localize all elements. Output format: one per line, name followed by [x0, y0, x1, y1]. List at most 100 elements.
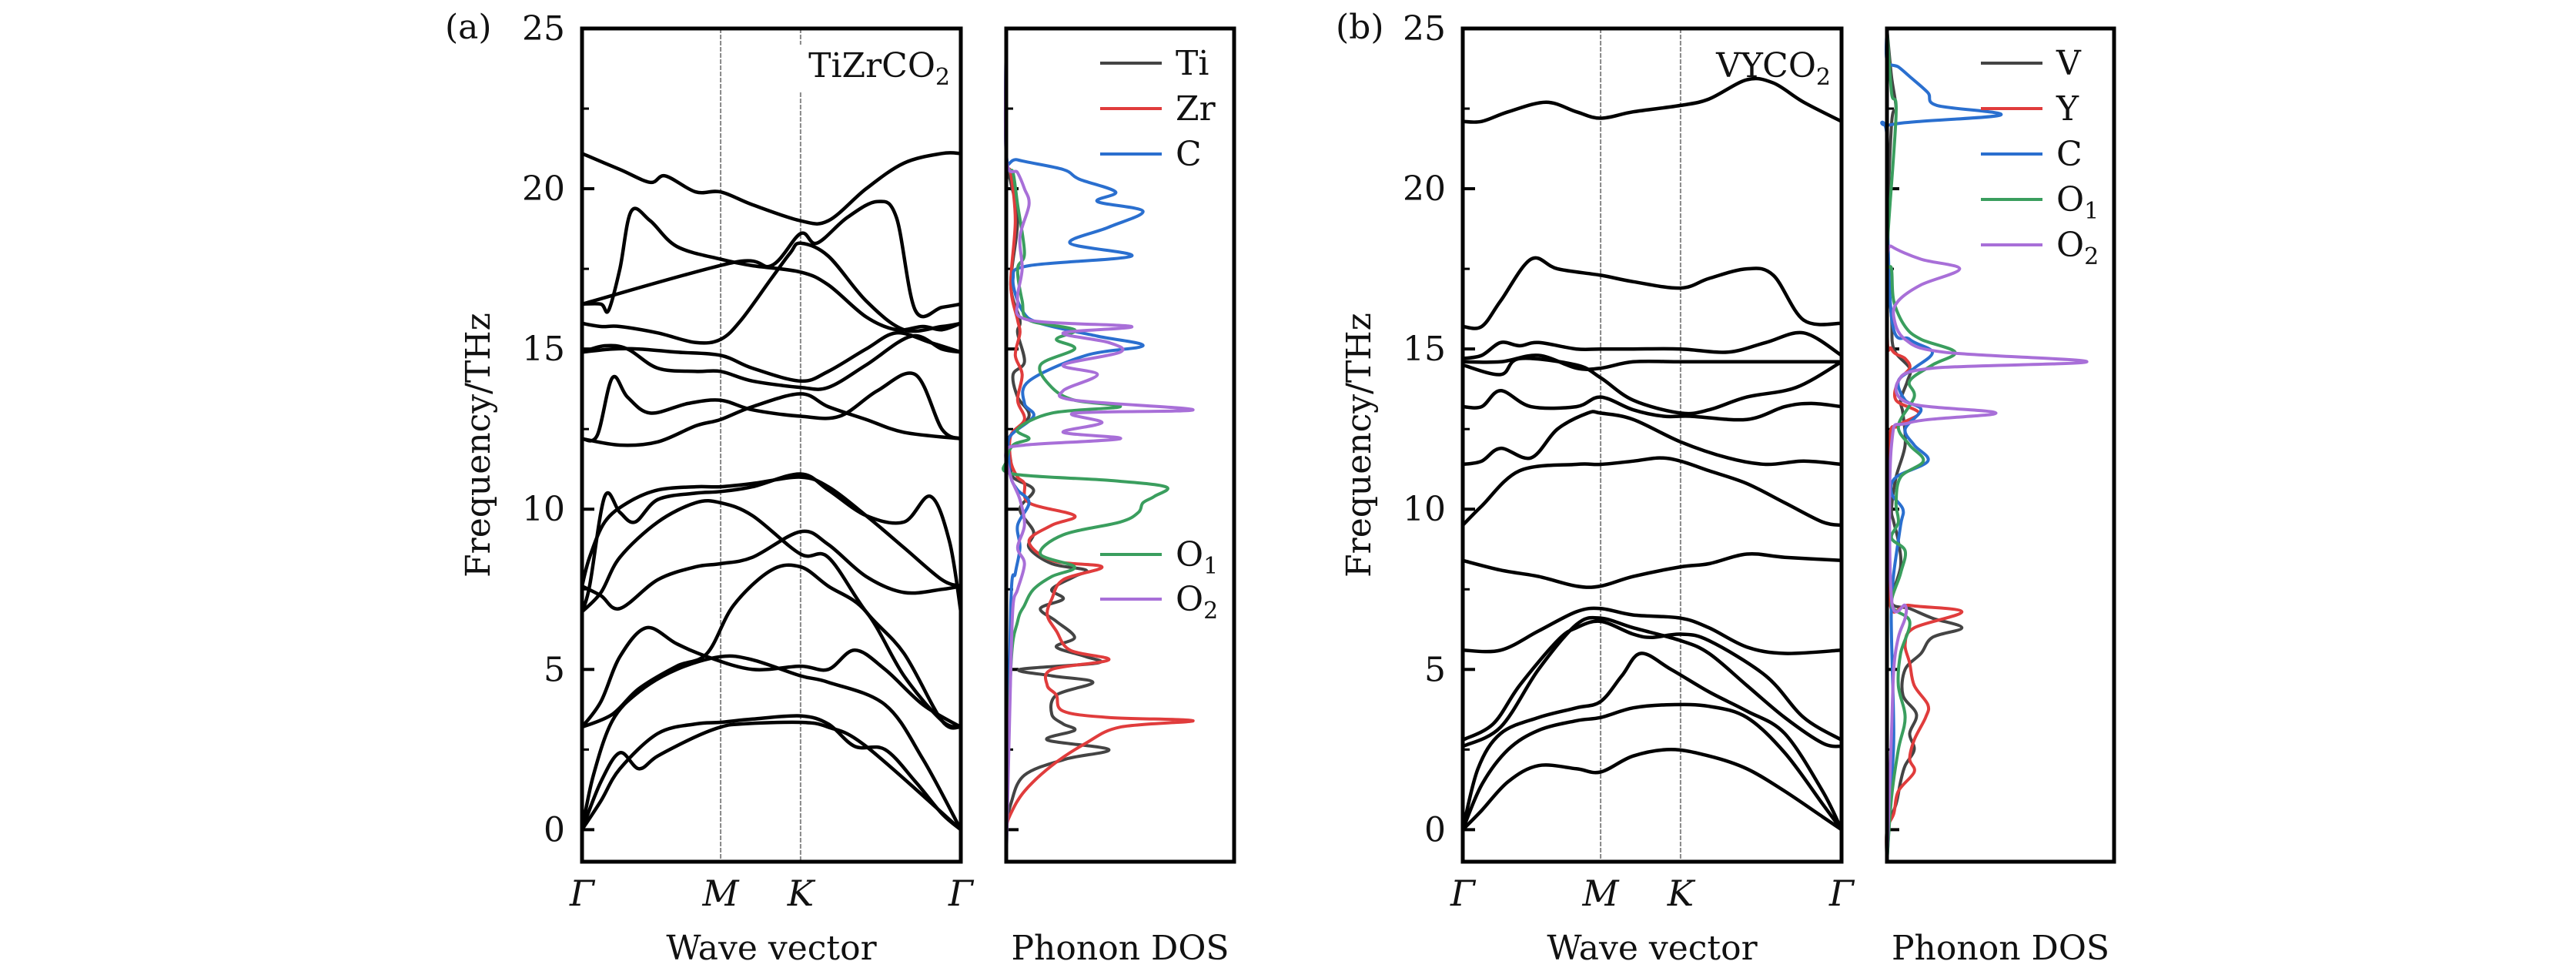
k-label-M: M	[1582, 872, 1621, 914]
band-11	[581, 333, 962, 391]
y-tick-label: 10	[522, 490, 565, 529]
band-1	[1460, 702, 1843, 831]
band-0	[580, 714, 962, 832]
band-13	[1462, 256, 1842, 330]
band-9	[581, 392, 962, 447]
legend-label: O1	[2056, 180, 2099, 225]
band-8	[580, 475, 962, 588]
band-12	[1462, 330, 1843, 360]
band-0	[1461, 748, 1843, 832]
band-2	[580, 654, 962, 831]
band-14	[1462, 76, 1843, 124]
legend-item-O2: O2	[1981, 226, 2099, 270]
y-tick-label: 5	[1424, 650, 1446, 689]
x-axis-label: Wave vector	[1547, 929, 1758, 968]
k-label-Γ: Γ	[1450, 872, 1477, 914]
band-1	[580, 720, 962, 832]
band-7	[1461, 456, 1842, 528]
dos-plot-frame	[1885, 26, 2116, 864]
compound-title: VYCO2	[1715, 46, 1831, 91]
legend-item-V: V	[1981, 44, 2082, 83]
legend-item-C: C	[1981, 135, 2083, 174]
dos-curve-Zr	[1004, 28, 1195, 862]
band-15	[581, 199, 962, 319]
band-4	[580, 625, 962, 729]
x-axis-label: Wave vector	[666, 929, 877, 968]
legend-label: Ti	[1176, 44, 1209, 83]
band-12	[581, 331, 962, 383]
k-label-Γ: Γ	[948, 872, 975, 914]
y-tick-label: 15	[1403, 330, 1446, 369]
legend-item-C: C	[1100, 135, 1202, 174]
band-3	[1461, 619, 1843, 742]
y-tick-label: 15	[522, 330, 565, 369]
legend-label: C	[2056, 135, 2083, 174]
compound-title: TiZrCO2	[808, 46, 950, 91]
legend-item-O2: O2	[1100, 580, 1218, 625]
y-tick-label: 0	[544, 810, 565, 849]
panel-label: (b)	[1336, 8, 1384, 47]
band-curves	[1460, 76, 1844, 832]
legend-item-O1: O1	[1981, 180, 2099, 225]
band-5	[1462, 606, 1842, 655]
legend-label: O2	[2056, 226, 2099, 270]
dos-curve-O1	[1002, 28, 1169, 862]
dos-curve-O2	[1003, 28, 1195, 862]
panel-label: (a)	[445, 8, 492, 47]
y-tick-label: 25	[522, 9, 565, 49]
legend-item-Y: Y	[1981, 89, 2079, 129]
band-curves	[580, 151, 963, 832]
y-tick-label: 10	[1403, 490, 1446, 529]
y-tick-label: 25	[1403, 9, 1446, 49]
band-7	[580, 472, 963, 613]
legend-label: V	[2056, 44, 2082, 83]
dos-curve-O2	[1885, 28, 2089, 862]
dos-curves	[1880, 28, 2089, 862]
dos-axis-label: Phonon DOS	[1892, 929, 2109, 968]
band-11	[1462, 353, 1842, 371]
k-label-K: K	[787, 872, 816, 914]
band-13	[581, 241, 962, 345]
band-14	[581, 206, 962, 332]
legend-label: O1	[1176, 535, 1218, 580]
dos-curves	[1002, 28, 1195, 862]
band-6	[1462, 551, 1842, 589]
y-axis-label: Frequency/THz	[459, 313, 498, 578]
legend-label: Zr	[1176, 89, 1216, 129]
legend-label: O2	[1176, 580, 1218, 625]
dos-curve-V	[1885, 28, 1964, 862]
k-label-K: K	[1667, 872, 1696, 914]
y-tick-label: 20	[1403, 169, 1446, 209]
k-label-Γ: Γ	[1828, 872, 1855, 914]
legend-item-Zr: Zr	[1100, 89, 1216, 129]
dos-axis-label: Phonon DOS	[1011, 929, 1229, 968]
legend-item-O1: O1	[1100, 535, 1218, 580]
dos-curve-Y	[1885, 28, 1964, 862]
band-8	[1462, 410, 1842, 467]
legend-label: C	[1176, 135, 1202, 174]
band-plot-frame	[580, 26, 963, 864]
y-tick-label: 0	[1424, 810, 1446, 849]
legend-label: Y	[2056, 89, 2079, 129]
band-3	[581, 563, 962, 729]
band-2	[1460, 651, 1844, 831]
panel-a: (a) 0 5 10 15 20 25 Frequency/THz Γ M K Γ Wave vecto…	[445, 8, 1236, 968]
dos-curve-C	[1003, 28, 1145, 862]
band-10	[581, 371, 962, 443]
dos-curve-Ti	[1004, 28, 1111, 862]
panel-b: (b) 0 5 10 15 20 25 Frequency/THz Γ M K Γ Wave vecto…	[1336, 8, 2116, 968]
band-5	[580, 499, 962, 730]
band-plot-frame	[1460, 26, 1844, 864]
y-tick-label: 20	[522, 169, 565, 209]
y-tick-label: 5	[544, 650, 565, 689]
band-16	[581, 151, 962, 226]
band-6	[580, 529, 962, 611]
k-label-Γ: Γ	[569, 872, 596, 914]
legend-item-Ti: Ti	[1100, 44, 1209, 83]
dos-curve-O1	[1885, 28, 1957, 862]
band-4	[1461, 615, 1842, 749]
k-label-M: M	[702, 872, 741, 914]
